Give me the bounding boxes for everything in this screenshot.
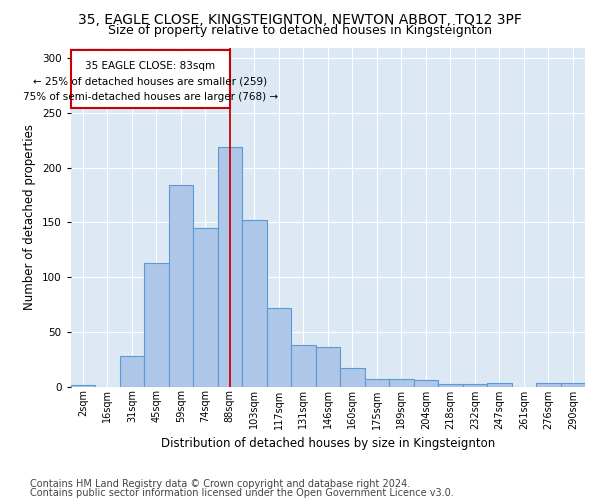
Text: Size of property relative to detached houses in Kingsteignton: Size of property relative to detached ho… bbox=[108, 24, 492, 37]
Text: Contains HM Land Registry data © Crown copyright and database right 2024.: Contains HM Land Registry data © Crown c… bbox=[30, 479, 410, 489]
Text: 75% of semi-detached houses are larger (768) →: 75% of semi-detached houses are larger (… bbox=[23, 92, 278, 102]
Text: Contains public sector information licensed under the Open Government Licence v3: Contains public sector information licen… bbox=[30, 488, 454, 498]
Text: 35 EAGLE CLOSE: 83sqm: 35 EAGLE CLOSE: 83sqm bbox=[85, 61, 215, 71]
Text: ← 25% of detached houses are smaller (259): ← 25% of detached houses are smaller (25… bbox=[33, 76, 267, 86]
Text: 35, EAGLE CLOSE, KINGSTEIGNTON, NEWTON ABBOT, TQ12 3PF: 35, EAGLE CLOSE, KINGSTEIGNTON, NEWTON A… bbox=[78, 12, 522, 26]
Bar bbox=[463, 384, 487, 386]
Bar bbox=[389, 379, 413, 386]
Bar bbox=[266, 308, 291, 386]
Bar bbox=[169, 186, 193, 386]
Bar bbox=[119, 356, 144, 386]
Bar bbox=[242, 220, 266, 386]
Bar bbox=[438, 384, 463, 386]
Bar bbox=[365, 379, 389, 386]
Bar bbox=[536, 383, 560, 386]
Y-axis label: Number of detached properties: Number of detached properties bbox=[23, 124, 36, 310]
FancyBboxPatch shape bbox=[71, 50, 230, 108]
X-axis label: Distribution of detached houses by size in Kingsteignton: Distribution of detached houses by size … bbox=[161, 437, 495, 450]
Bar bbox=[218, 147, 242, 386]
Bar bbox=[316, 347, 340, 387]
Bar bbox=[144, 263, 169, 386]
Bar bbox=[291, 345, 316, 387]
Bar bbox=[193, 228, 218, 386]
Bar bbox=[413, 380, 438, 386]
Bar bbox=[340, 368, 365, 386]
Bar bbox=[487, 383, 512, 386]
Bar bbox=[560, 383, 585, 386]
